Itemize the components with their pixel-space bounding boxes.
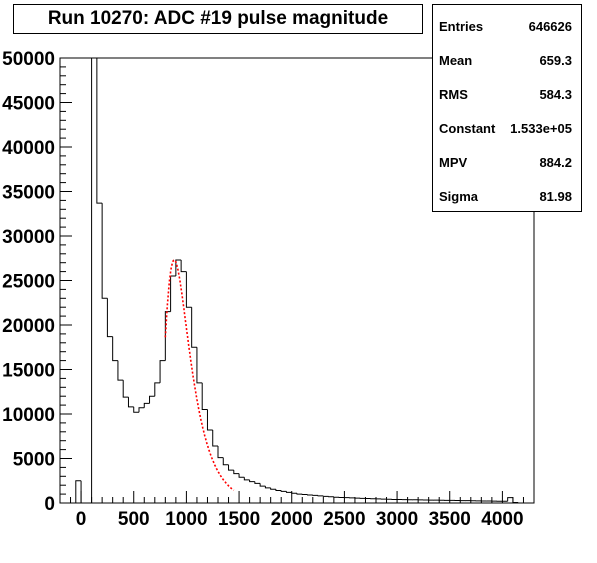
histogram-bin	[80, 480, 87, 504]
histogram-bin	[206, 409, 213, 431]
stat-value: 584.3	[539, 87, 572, 102]
histogram-bin	[196, 347, 203, 384]
histogram-bin	[154, 382, 161, 397]
histogram-bin	[280, 490, 287, 492]
axes: 0500010000150002000025000300003500040000…	[2, 49, 535, 530]
x-tick-label: 0	[76, 509, 87, 530]
histogram-bin	[243, 477, 250, 481]
stat-row-constant: Constant 1.533e+05	[439, 120, 572, 138]
stats-box: Entries 646626 Mean 659.3 RMS 584.3 Cons…	[432, 4, 582, 212]
histogram-bin	[96, 58, 103, 204]
x-tick-label: 4000	[481, 509, 523, 530]
histogram-bin	[201, 382, 208, 411]
stat-value: 884.2	[539, 155, 572, 170]
histogram-bin	[180, 260, 187, 273]
stat-label: Entries	[439, 19, 484, 34]
histogram-bin	[264, 486, 271, 489]
stat-value: 646626	[528, 19, 572, 34]
histogram-bin	[159, 360, 166, 383]
y-tick-label: 20000	[2, 316, 55, 337]
stat-label: Sigma	[439, 189, 479, 204]
histogram-bin	[254, 481, 261, 484]
histogram-bin	[133, 406, 139, 413]
histogram-bin	[285, 491, 292, 493]
histogram-bin	[191, 307, 197, 348]
histogram-bin	[122, 380, 129, 398]
histogram-bin	[291, 492, 297, 494]
x-tick-label: 3000	[376, 509, 418, 530]
histogram-bin	[233, 470, 240, 475]
histogram-bin	[185, 271, 192, 308]
histogram-bin	[296, 493, 303, 495]
stat-row-mpv: MPV 884.2	[439, 154, 572, 172]
y-tick-label: 40000	[2, 138, 55, 159]
stat-row-rms: RMS 584.3	[439, 86, 572, 104]
x-tick-label: 3500	[429, 509, 471, 530]
histogram-bin	[117, 360, 124, 381]
x-tick-label: 2500	[323, 509, 365, 530]
histogram-bin	[512, 497, 519, 504]
histogram-bin	[228, 464, 234, 471]
histogram-bin	[249, 479, 255, 483]
histogram-bin	[259, 483, 266, 487]
y-tick-label: 5000	[13, 450, 55, 471]
landau-fit-series	[164, 259, 235, 491]
stat-row-mean: Mean 659.3	[439, 52, 572, 70]
histogram-bin	[212, 430, 218, 447]
histogram-bin	[275, 489, 282, 492]
histogram-bin	[222, 457, 229, 466]
histogram-bin	[138, 407, 145, 413]
stat-row-sigma: Sigma 81.98	[439, 188, 572, 206]
stat-label: MPV	[439, 155, 468, 170]
x-tick-label: 500	[118, 509, 150, 530]
histogram-bin	[127, 397, 134, 408]
fit-curve	[164, 259, 235, 491]
stat-label: RMS	[439, 87, 468, 102]
histogram-bin	[143, 402, 150, 408]
y-tick-label: 0	[44, 494, 55, 515]
y-tick-label: 45000	[2, 94, 55, 115]
y-tick-label: 30000	[2, 227, 55, 248]
histogram-bin	[112, 336, 118, 362]
y-tick-label: 15000	[2, 361, 55, 382]
histogram-bin	[175, 259, 182, 277]
histogram-bin	[91, 57, 97, 503]
histogram-bin	[149, 395, 155, 404]
stat-row-entries: Entries 646626	[439, 18, 572, 36]
x-tick-label: 1000	[165, 509, 207, 530]
histogram-bin	[75, 480, 82, 503]
chart-title: Run 10270: ADC #19 pulse magnitude	[13, 4, 423, 34]
stat-value: 659.3	[539, 53, 572, 68]
y-tick-label: 25000	[2, 272, 55, 293]
histogram-bin	[101, 203, 108, 299]
histogram-bin	[270, 487, 276, 490]
histogram-bin	[217, 446, 224, 459]
histogram-bin	[164, 311, 171, 361]
y-tick-label: 35000	[2, 183, 55, 204]
histogram-bin	[238, 473, 245, 478]
stat-value: 81.98	[539, 189, 572, 204]
histogram-bin	[170, 275, 176, 312]
stat-label: Mean	[439, 53, 473, 68]
y-tick-label: 10000	[2, 405, 55, 426]
y-tick-label: 50000	[2, 49, 55, 70]
stat-label: Constant	[439, 121, 496, 136]
histogram-bin	[106, 298, 113, 338]
x-tick-label: 2000	[271, 509, 313, 530]
stat-value: 1.533e+05	[510, 121, 572, 136]
x-tick-label: 1500	[218, 509, 260, 530]
histogram-bin	[507, 497, 513, 502]
